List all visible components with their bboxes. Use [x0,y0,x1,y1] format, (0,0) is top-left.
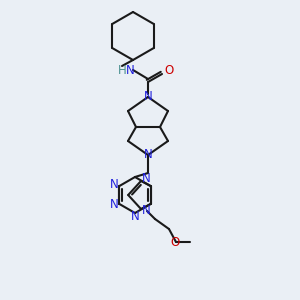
Text: N: N [130,211,140,224]
Text: O: O [164,64,174,77]
Text: N: N [144,91,152,103]
Text: N: N [110,178,119,191]
Text: N: N [142,172,150,185]
Text: O: O [170,236,180,250]
Text: H: H [118,64,126,76]
Text: N: N [110,199,119,212]
Text: N: N [126,64,134,76]
Text: N: N [144,148,152,161]
Text: N: N [142,205,150,218]
